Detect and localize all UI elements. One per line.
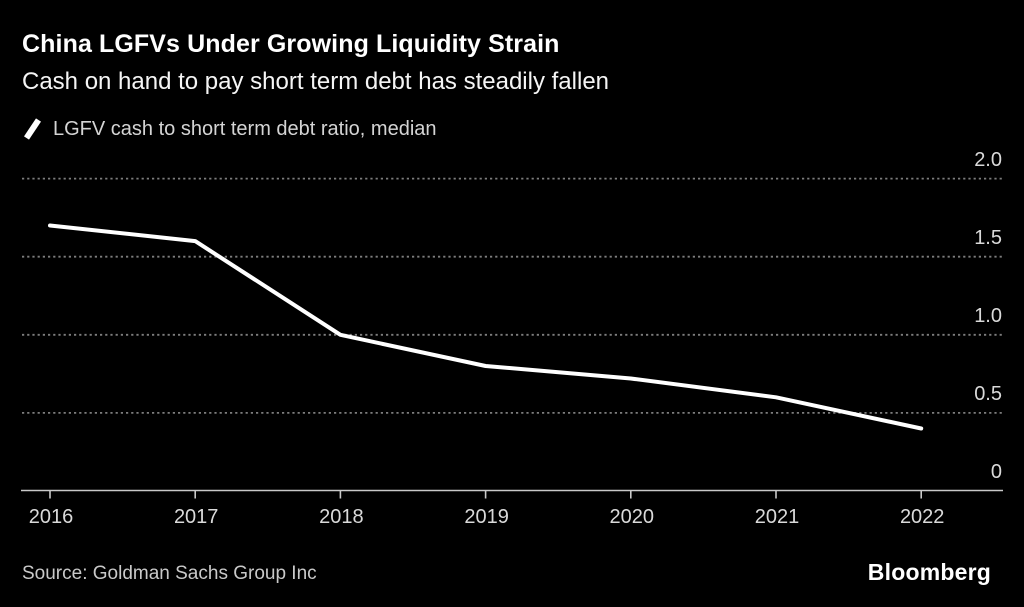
y-tick-label: 0.5 bbox=[974, 382, 1002, 405]
y-tick-label: 0 bbox=[990, 461, 1002, 483]
y-tick-label: 1.5 bbox=[974, 226, 1002, 249]
source-note: Source: Goldman Sachs Group Inc bbox=[22, 563, 317, 584]
x-tick-label: 2016 bbox=[28, 506, 74, 528]
series-line bbox=[48, 223, 924, 431]
bloomberg-logo: Bloomberg bbox=[867, 559, 991, 585]
x-tick-label: 2020 bbox=[609, 506, 655, 528]
chart-subtitle: Cash on hand to pay short term debt has … bbox=[22, 68, 610, 95]
chart-title: China LGFVs Under Growing Liquidity Stra… bbox=[22, 30, 560, 58]
x-tick-label: 2017 bbox=[173, 506, 219, 528]
x-tick-label: 2021 bbox=[754, 506, 800, 528]
x-tick-label: 2018 bbox=[319, 506, 364, 528]
x-tick-label: 2019 bbox=[464, 506, 509, 528]
legend: LGFV cash to short term debt ratio, medi… bbox=[23, 117, 437, 141]
line-slash-icon bbox=[23, 117, 42, 141]
y-tick-label: 2.0 bbox=[974, 148, 1002, 171]
y-tick-label: 1.0 bbox=[974, 304, 1002, 327]
x-tick-label: 2022 bbox=[899, 506, 945, 528]
legend-label: LGFV cash to short term debt ratio, medi… bbox=[53, 117, 437, 140]
